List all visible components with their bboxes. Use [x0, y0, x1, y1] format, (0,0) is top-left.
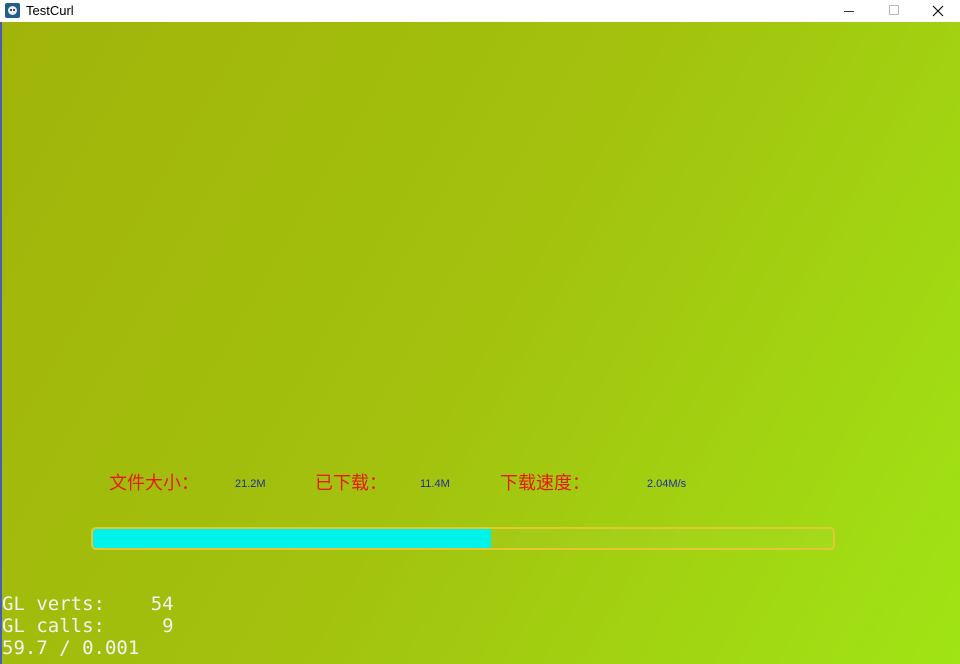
app-icon-face	[8, 6, 17, 15]
gl-calls-stat: GL calls: 9	[2, 615, 174, 637]
fps-stat: 59.7 / 0.001	[2, 637, 140, 659]
file-size-label: 文件大小：	[109, 473, 199, 493]
minimize-icon[interactable]	[828, 0, 872, 22]
app-icon-eye-right	[13, 9, 15, 11]
title-bar[interactable]: TestCurl	[0, 0, 960, 22]
download-progress-fill	[93, 529, 491, 548]
close-icon[interactable]	[916, 0, 960, 22]
left-edge	[0, 22, 2, 664]
gl-verts-stat: GL verts: 54	[2, 593, 174, 615]
close-glyph	[932, 5, 944, 17]
download-speed-label: 下载速度：	[500, 473, 590, 493]
app-icon-eye-left	[10, 9, 12, 11]
file-size-value: 21.2M	[235, 478, 266, 490]
downloaded-label: 已下载：	[315, 473, 387, 493]
window-title: TestCurl	[26, 3, 74, 18]
maximize-icon[interactable]	[872, 0, 916, 22]
download-speed-value: 2.04M/s	[647, 478, 687, 490]
app-icon	[5, 3, 20, 18]
downloaded-value: 11.4M	[420, 478, 450, 490]
render-area: 文件大小： 21.2M 已下载： 11.4M 下载速度： 2.04M/s GL …	[0, 22, 960, 664]
download-progress-bar	[91, 527, 835, 550]
